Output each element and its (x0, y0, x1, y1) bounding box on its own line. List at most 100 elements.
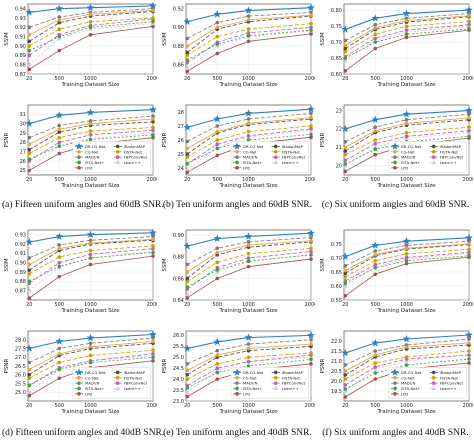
data-point (343, 294, 348, 298)
data-point (57, 34, 62, 39)
x-tick-label: 1000 (242, 76, 255, 82)
data-point (57, 127, 62, 132)
data-point (151, 135, 155, 140)
legend-label: MADUN (401, 155, 416, 160)
data-point (185, 285, 190, 289)
data-point (246, 27, 251, 32)
legend: DR-CG-Net iRadonMAP CG-Net FISTA-Net MADUN FB… (230, 367, 309, 399)
legend-label: ISTA-Net+ (243, 386, 262, 391)
y-tick-label: 25.0 (15, 390, 26, 396)
series-line-dr-cg-net (187, 7, 312, 23)
data-point (151, 254, 155, 258)
data-point (373, 252, 378, 257)
x-axis-label: Training Dataset Size (376, 82, 436, 88)
data-point (307, 331, 315, 339)
series-line-fbpconvnet (345, 252, 470, 282)
data-point (341, 124, 350, 133)
data-point (88, 262, 93, 267)
data-point (404, 28, 409, 32)
data-point (309, 342, 313, 346)
data-point (185, 152, 190, 156)
legend-marker (75, 142, 83, 150)
data-point (215, 142, 220, 146)
data-point (309, 124, 313, 128)
legend-label: CG-Net (85, 149, 99, 154)
data-point (343, 69, 348, 73)
data-point (215, 124, 220, 128)
data-point (309, 351, 313, 355)
data-point (341, 348, 350, 357)
series-line-iradonmap (29, 121, 154, 151)
chart-e-psnr: 23.0 23.5 24.0 24.5 25.0 25.5 26.0 20 500 1000 200… (162, 330, 315, 415)
data-point (185, 50, 190, 55)
y-axis-label: SSIM (4, 32, 10, 46)
data-point (309, 132, 313, 137)
data-point (149, 105, 157, 114)
data-point (404, 261, 409, 266)
x-axis-label: Training Dataset Size (60, 409, 120, 415)
data-point (343, 283, 348, 288)
legend-label: FBPConvNet (440, 155, 464, 160)
legend-label: FBPConvNet (440, 381, 464, 386)
legend-label: CG-Net (401, 149, 415, 154)
data-point (467, 19, 471, 24)
y-axis-label: SSIM (4, 258, 10, 272)
data-point (309, 357, 313, 362)
data-point (246, 117, 251, 121)
x-axis-label: Training Dataset Size (376, 409, 436, 415)
series-line-learn- (29, 355, 154, 393)
data-point (343, 271, 348, 276)
legend-marker (393, 375, 397, 380)
x-tick-label: 500 (212, 403, 222, 409)
series-line-fista-net (345, 350, 470, 380)
data-point (27, 67, 32, 72)
data-point (402, 9, 411, 17)
x-axis-label: Training Dataset Size (218, 308, 278, 314)
legend-label: LPD (401, 391, 408, 396)
series-line-fbpconvnet (187, 26, 312, 64)
series-line-cg-net (29, 118, 154, 145)
x-axis-label: Training Dataset Size (218, 82, 278, 88)
data-point (467, 349, 471, 353)
data-point (246, 14, 251, 18)
data-point (307, 3, 315, 12)
data-point (185, 262, 190, 267)
data-point (467, 250, 471, 255)
series-line-madun (29, 115, 154, 139)
legend: DR-CG-Net iRadonMAP CG-Net FISTA-Net MADUN FB… (388, 367, 467, 399)
data-point (404, 121, 409, 126)
data-point (215, 138, 220, 142)
data-point (27, 372, 32, 377)
data-point (215, 34, 220, 39)
data-point (343, 38, 348, 43)
data-point (404, 355, 409, 359)
legend-label: FISTA-Net (282, 149, 301, 154)
data-point (27, 288, 32, 293)
y-tick-label: 0.89 (15, 270, 26, 276)
legend-label: LPD (85, 391, 92, 396)
x-tick-label: 2000 (147, 76, 157, 82)
series-line-iradonmap (187, 345, 312, 376)
data-point (373, 249, 378, 253)
data-point (373, 36, 378, 41)
x-axis-label: Training Dataset Size (60, 308, 120, 314)
y-tick-label: 27 (178, 124, 184, 130)
data-point (343, 49, 348, 54)
legend-label: DR-CG-Net (85, 144, 106, 149)
series-line-madun (345, 13, 470, 41)
x-tick-label: 2000 (463, 177, 473, 183)
data-point (215, 260, 220, 265)
chart-b-ssim: 0.86 0.88 0.90 0.92 20 500 1000 2000 Training Da… (162, 3, 315, 88)
subfigure-caption: (f) Six uniform angles and 40dB SNR. (322, 428, 469, 438)
series-line-dr-cg-net (187, 232, 312, 247)
x-tick-label: 1000 (400, 302, 413, 308)
series-line-ista-net- (345, 28, 470, 59)
chart-f-psnr: 19.5 20.0 20.5 21.0 21.5 22.0 20 500 1000 2000 Tra… (320, 330, 473, 415)
x-tick-label: 20 (184, 302, 190, 308)
data-point (185, 372, 190, 377)
data-point (185, 58, 190, 62)
legend-marker (235, 386, 239, 391)
series-line-fbpconvnet (345, 354, 470, 386)
legend-marker (235, 392, 239, 396)
data-point (183, 241, 192, 250)
